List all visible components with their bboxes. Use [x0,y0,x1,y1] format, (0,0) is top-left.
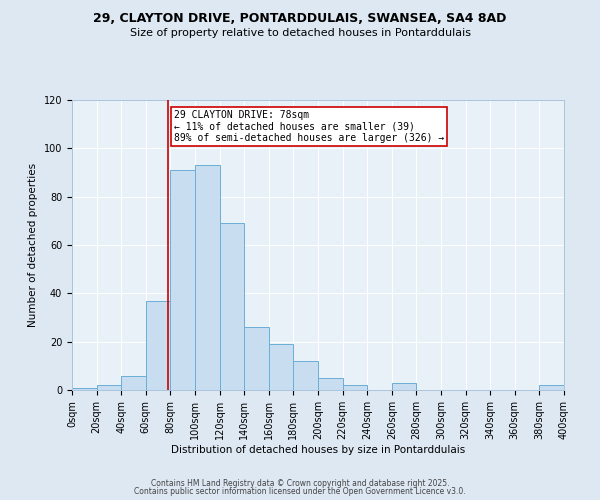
Bar [97,385,121,390]
Bar [392,383,416,390]
Bar [318,378,343,390]
Y-axis label: Number of detached properties: Number of detached properties [28,163,38,327]
Bar [220,223,244,390]
Bar [343,385,367,390]
Bar [195,166,220,390]
Bar [269,344,293,390]
Bar [170,170,195,390]
Bar [121,376,146,390]
Text: Contains public sector information licensed under the Open Government Licence v3: Contains public sector information licen… [134,487,466,496]
Bar [72,388,97,390]
Text: Size of property relative to detached houses in Pontarddulais: Size of property relative to detached ho… [130,28,470,38]
Bar [293,361,318,390]
Text: 29 CLAYTON DRIVE: 78sqm
← 11% of detached houses are smaller (39)
89% of semi-de: 29 CLAYTON DRIVE: 78sqm ← 11% of detache… [174,110,445,143]
Bar [539,385,564,390]
Text: Contains HM Land Registry data © Crown copyright and database right 2025.: Contains HM Land Registry data © Crown c… [151,478,449,488]
X-axis label: Distribution of detached houses by size in Pontarddulais: Distribution of detached houses by size … [171,444,465,454]
Bar [244,327,269,390]
Text: 29, CLAYTON DRIVE, PONTARDDULAIS, SWANSEA, SA4 8AD: 29, CLAYTON DRIVE, PONTARDDULAIS, SWANSE… [94,12,506,26]
Bar [146,300,170,390]
